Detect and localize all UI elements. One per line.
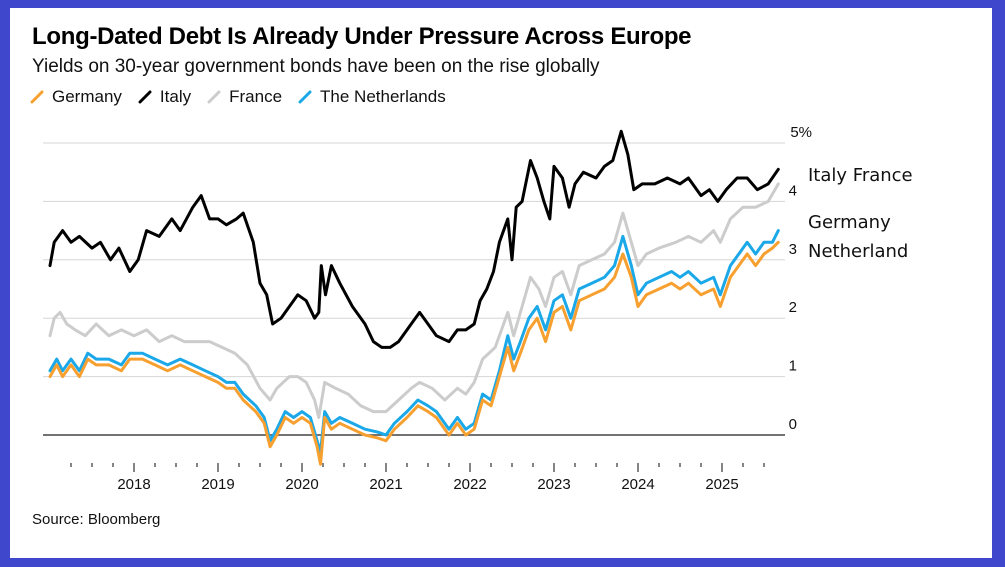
x-tick-label: 2023 [537, 476, 570, 493]
end-label: Italy France [808, 165, 913, 186]
end-label: Netherland [808, 241, 908, 262]
legend-swatch-germany-icon [30, 90, 44, 104]
legend-item-italy: Italy [138, 87, 191, 107]
end-labels: Italy France Germany Netherland [808, 165, 913, 262]
x-tick-label: 2024 [621, 476, 654, 493]
chart-subtitle: Yields on 30-year government bonds have … [32, 56, 600, 77]
gridlines [43, 142, 785, 436]
y-tick-label: 1 [789, 358, 797, 375]
x-tick-label: 2020 [285, 476, 318, 493]
y-tick-label: 0 [789, 416, 797, 433]
source-note: Source: Bloomberg [32, 511, 161, 528]
x-tick-label: 2018 [117, 476, 150, 493]
x-tick-label: 2025 [705, 476, 738, 493]
y-tick-label: 2 [789, 299, 797, 316]
legend-label-italy: Italy [159, 87, 192, 106]
legend-item-germany: Germany [30, 87, 122, 107]
end-label: Germany [808, 212, 891, 233]
series-line-italy [48, 129, 780, 349]
legend-item-france: France [207, 87, 282, 107]
chart-title: Long-Dated Debt Is Already Under Pressur… [32, 23, 692, 50]
x-tick-label: 2022 [453, 476, 486, 493]
legend-label-germany: Germany [52, 87, 122, 106]
legend-label-netherlands: The Netherlands [320, 87, 446, 106]
x-tick-label: 2019 [201, 476, 234, 493]
y-tick-label: 4 [789, 182, 797, 199]
x-axis: 2018 2019 2020 2021 2022 2023 2024 2025 [70, 463, 765, 493]
legend-item-netherlands: The Netherlands [298, 87, 446, 107]
series-line-the-netherlands [48, 229, 780, 454]
chart-card [10, 8, 992, 558]
legend-swatch-france-icon [207, 90, 221, 104]
y-tick-label: 3 [789, 241, 797, 258]
legend-swatch-italy-icon [138, 90, 152, 104]
y-tick-label: 5% [790, 124, 812, 141]
legend: Germany Italy France The Netherlands [30, 87, 446, 107]
x-tick-label: 2021 [369, 476, 402, 493]
legend-label-france: France [229, 87, 283, 106]
series-lines [48, 129, 780, 466]
series-line-france [48, 182, 780, 419]
series-line-germany [48, 240, 780, 466]
legend-swatch-netherlands-icon [298, 90, 312, 104]
y-axis: 0 1 2 3 4 5% [789, 124, 812, 433]
